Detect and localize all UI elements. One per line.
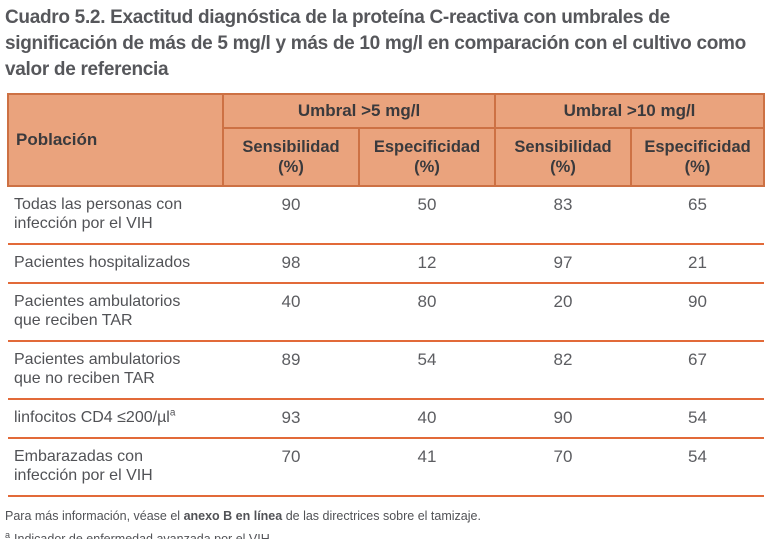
- value-cell: 40: [223, 282, 359, 341]
- note-bold-reference: anexo B en línea: [183, 509, 283, 523]
- column-group-umbral-10: Umbral >10 mg/l: [494, 93, 766, 129]
- population-cell: Todas las personas con infección por el …: [8, 185, 223, 244]
- column-header-especificidad-5: Especificidad (%): [357, 127, 497, 187]
- table-footnote: aIndicador de enfermedad avanzada por el…: [5, 530, 768, 539]
- footnote-text: Indicador de enfermedad avanzada por el …: [14, 532, 273, 539]
- value-cell: 54: [631, 437, 765, 497]
- value-cell: 20: [495, 282, 632, 341]
- table-row: Pacientes ambulatorios que no reciben TA…: [8, 340, 765, 399]
- column-header-sensibilidad-10: Sensibilidad (%): [494, 127, 633, 187]
- population-label: Pacientes ambulatorios que no reciben TA…: [14, 351, 181, 387]
- value-cell: 67: [631, 340, 765, 399]
- value-cell: 41: [359, 437, 496, 497]
- value-cell: 50: [359, 185, 496, 244]
- footnote-marker: a: [5, 530, 11, 539]
- value-cell: 21: [631, 243, 765, 283]
- note-text: de las directrices sobre el tamizaje.: [282, 509, 481, 523]
- population-label: Todas las personas con infección por el …: [14, 196, 183, 232]
- column-group-umbral-5: Umbral >5 mg/l: [221, 93, 497, 129]
- value-cell: 98: [223, 243, 359, 283]
- value-cell: 83: [495, 185, 632, 244]
- value-cell: 70: [223, 437, 359, 497]
- table-row: Pacientes ambulatorios que reciben TAR 4…: [8, 282, 765, 341]
- value-cell: 89: [223, 340, 359, 399]
- table-header: Población Umbral >5 mg/l Umbral >10 mg/l…: [7, 93, 766, 187]
- population-cell: linfocitos CD4 ≤200/µla: [8, 398, 223, 438]
- table-row: Embarazadas con infección por el VIH 70 …: [8, 437, 765, 497]
- table-row: Pacientes hospitalizados 98 12 97 21: [8, 243, 765, 283]
- column-header-sensibilidad-5: Sensibilidad (%): [222, 127, 360, 187]
- column-header-especificidad-10: Especificidad (%): [630, 127, 766, 187]
- footnote-marker: a: [169, 407, 176, 419]
- population-cell: Pacientes ambulatorios que no reciben TA…: [8, 340, 223, 399]
- value-cell: 65: [631, 185, 765, 244]
- diagnostic-accuracy-table: Población Umbral >5 mg/l Umbral >10 mg/l…: [7, 93, 766, 497]
- population-cell: Embarazadas con infección por el VIH: [8, 437, 223, 497]
- value-cell: 40: [359, 398, 496, 438]
- value-cell: 12: [359, 243, 496, 283]
- column-header-poblacion: Población: [7, 93, 224, 187]
- table-row: linfocitos CD4 ≤200/µla 93 40 90 54: [8, 398, 765, 438]
- population-cell: Pacientes ambulatorios que reciben TAR: [8, 282, 223, 341]
- population-cell: Pacientes hospitalizados: [8, 243, 223, 283]
- value-cell: 90: [495, 398, 632, 438]
- table-body: Todas las personas con infección por el …: [8, 185, 765, 497]
- value-cell: 54: [631, 398, 765, 438]
- value-cell: 97: [495, 243, 632, 283]
- value-cell: 93: [223, 398, 359, 438]
- value-cell: 54: [359, 340, 496, 399]
- table-caption: Cuadro 5.2. Exactitud diagnóstica de la …: [5, 7, 746, 80]
- population-label: Pacientes ambulatorios que reciben TAR: [14, 293, 181, 329]
- value-cell: 90: [631, 282, 765, 341]
- table-note: Para más información, véase el anexo B e…: [5, 509, 768, 523]
- value-cell: 80: [359, 282, 496, 341]
- population-label: linfocitos CD4 ≤200/µl: [14, 409, 170, 426]
- population-label: Embarazadas con infección por el VIH: [14, 448, 153, 484]
- note-text: Para más información, véase el: [5, 509, 184, 523]
- value-cell: 82: [495, 340, 632, 399]
- value-cell: 90: [223, 185, 359, 244]
- value-cell: 70: [495, 437, 632, 497]
- population-label: Pacientes hospitalizados: [14, 254, 191, 271]
- table-row: Todas las personas con infección por el …: [8, 185, 765, 244]
